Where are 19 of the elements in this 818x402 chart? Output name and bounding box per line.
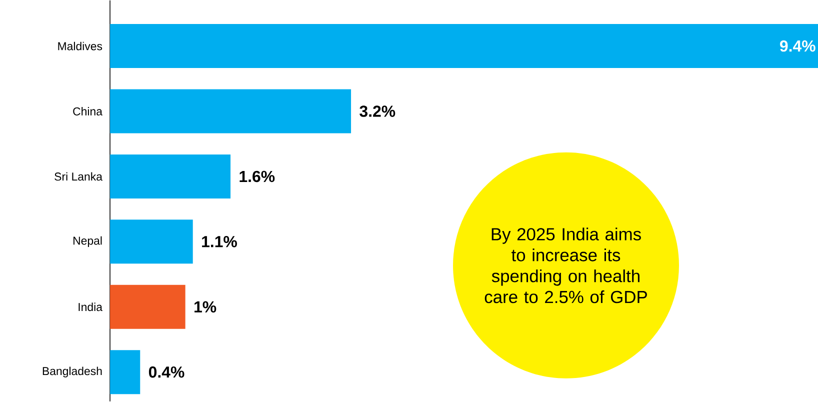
y-tick-label: Maldives xyxy=(58,42,102,50)
data-label: 1.1% xyxy=(202,236,237,248)
data-label: 1% xyxy=(194,301,216,313)
annotation: By 2025 India aims to increase its spending on health care to 2.5% of GDP xyxy=(484,228,647,304)
y-tick-label: China xyxy=(73,107,102,116)
y-tick-label: India xyxy=(78,302,102,312)
data-label: 0.4% xyxy=(148,366,184,378)
data-label: 3.2% xyxy=(360,106,396,117)
bar xyxy=(110,284,186,329)
data-label: 1.6% xyxy=(240,170,275,182)
bar xyxy=(110,220,193,264)
bar xyxy=(110,350,140,394)
bar xyxy=(110,89,352,134)
y-tick-label: Bangladesh xyxy=(42,366,102,378)
y-tick-label: Nepal xyxy=(73,236,102,248)
bar xyxy=(110,24,818,68)
data-label: 9.4% xyxy=(780,40,816,52)
y-tick-label: Sri Lanka xyxy=(54,172,102,181)
bar xyxy=(110,154,231,199)
